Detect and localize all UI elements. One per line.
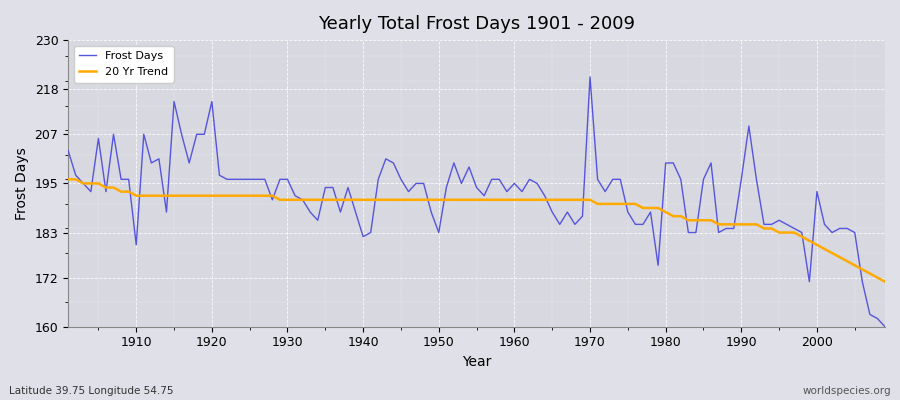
20 Yr Trend	[63, 177, 74, 182]
Line: Frost Days: Frost Days	[68, 77, 885, 327]
Frost Days	[63, 148, 74, 153]
Frost Days	[501, 189, 512, 194]
20 Yr Trend	[509, 197, 520, 202]
20 Yr Trend	[879, 279, 890, 284]
Frost Days	[335, 210, 346, 214]
Frost Days	[509, 181, 520, 186]
Frost Days	[123, 177, 134, 182]
Frost Days	[290, 193, 301, 198]
20 Yr Trend	[501, 197, 512, 202]
Text: Latitude 39.75 Longitude 54.75: Latitude 39.75 Longitude 54.75	[9, 386, 174, 396]
Frost Days	[585, 74, 596, 79]
Frost Days	[608, 177, 618, 182]
Legend: Frost Days, 20 Yr Trend: Frost Days, 20 Yr Trend	[74, 46, 174, 82]
Y-axis label: Frost Days: Frost Days	[15, 147, 29, 220]
X-axis label: Year: Year	[462, 355, 491, 369]
Frost Days	[879, 324, 890, 329]
Title: Yearly Total Frost Days 1901 - 2009: Yearly Total Frost Days 1901 - 2009	[318, 15, 635, 33]
Text: worldspecies.org: worldspecies.org	[803, 386, 891, 396]
20 Yr Trend	[599, 202, 610, 206]
20 Yr Trend	[290, 197, 301, 202]
20 Yr Trend	[123, 189, 134, 194]
20 Yr Trend	[335, 197, 346, 202]
Line: 20 Yr Trend: 20 Yr Trend	[68, 179, 885, 282]
